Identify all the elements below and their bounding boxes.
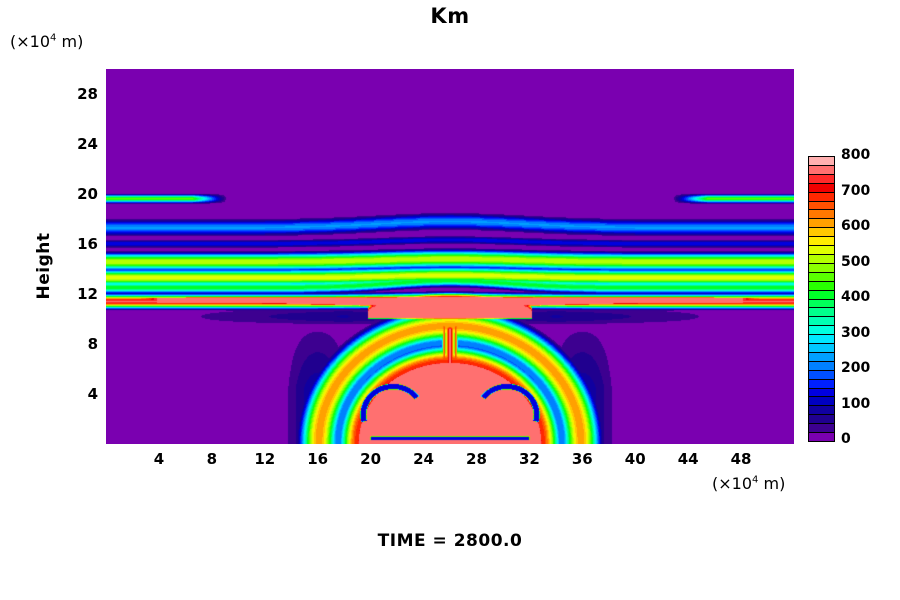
colorbar-band	[809, 254, 834, 264]
y-tick-label: 20	[77, 185, 98, 203]
colorbar-band	[809, 388, 834, 398]
y-unit-suffix: m)	[56, 32, 84, 51]
x-unit-prefix: (×10	[712, 474, 753, 493]
colorbar-band	[809, 370, 834, 380]
time-readout: TIME = 2800.0	[377, 531, 523, 551]
x-axis-unit-label: (×104 m)	[712, 474, 785, 493]
x-tick-label: 24	[413, 450, 434, 468]
x-tick-label: 16	[307, 450, 329, 468]
colorbar-band	[809, 263, 834, 273]
x-tick-label: 20	[360, 450, 382, 468]
x-tick-label: 4	[153, 450, 165, 468]
y-axis-title: Height	[34, 232, 54, 300]
y-tick-label: 8	[87, 335, 98, 353]
colorbar-tick-label: 100	[841, 395, 871, 412]
colorbar-tick-label: 800	[841, 147, 871, 163]
colorbar-band	[809, 326, 834, 336]
x-unit-exponent: 4	[752, 474, 759, 486]
y-tick-label: 28	[77, 85, 98, 103]
y-tick-label: 24	[77, 135, 98, 153]
x-tick-label: 12	[254, 450, 276, 468]
colorbar-band	[809, 335, 834, 345]
colorbar-band	[809, 433, 834, 441]
y-tick-label: 12	[77, 285, 98, 303]
colorbar-tick-label: 700	[841, 182, 871, 199]
x-tick-label: 32	[518, 450, 540, 468]
colorbar-band	[809, 299, 834, 309]
colorbar-band	[809, 281, 834, 291]
field-heatmap-canvas	[106, 69, 794, 444]
colorbar-band	[809, 192, 834, 202]
page-title: Km	[430, 4, 470, 28]
colorbar-tick-label: 300	[841, 324, 871, 341]
colorbar-band	[809, 201, 834, 211]
colorbar-band	[809, 174, 834, 184]
contour-plot-area	[106, 69, 794, 444]
x-unit-suffix: m)	[758, 474, 786, 493]
colorbar-band	[809, 379, 834, 389]
x-tick-label: 36	[571, 450, 593, 468]
y-unit-exponent: 4	[50, 32, 57, 44]
y-tick-label: 4	[87, 385, 98, 403]
colorbar	[808, 156, 835, 442]
colorbar-band	[809, 157, 834, 166]
colorbar-tick-label: 200	[841, 360, 871, 376]
colorbar-band	[809, 424, 834, 434]
y-tick-label: 16	[77, 235, 98, 253]
colorbar-band	[809, 183, 834, 193]
colorbar-band	[809, 228, 834, 238]
colorbar-band	[809, 361, 834, 371]
colorbar-band	[809, 406, 834, 416]
colorbar-tick-label: 0	[841, 431, 851, 447]
x-tick-label: 48	[730, 450, 752, 468]
x-tick-label: 28	[466, 450, 487, 468]
colorbar-band	[809, 290, 834, 300]
colorbar-band	[809, 210, 834, 220]
colorbar-band	[809, 219, 834, 229]
y-unit-prefix: (×10	[10, 32, 51, 51]
colorbar-band	[809, 344, 834, 353]
colorbar-band	[809, 352, 834, 362]
x-tick-label: 40	[624, 450, 646, 468]
colorbar-tick-label: 600	[841, 218, 871, 234]
colorbar-band	[809, 317, 834, 327]
x-tick-label: 8	[206, 450, 218, 468]
colorbar-band	[809, 237, 834, 247]
colorbar-tick-label: 500	[841, 253, 871, 270]
colorbar-tick-label: 400	[841, 289, 871, 305]
y-axis-unit-label: (×104 m)	[10, 32, 83, 51]
colorbar-band	[809, 272, 834, 282]
colorbar-band	[809, 397, 834, 407]
colorbar-band	[809, 415, 834, 425]
colorbar-band	[809, 165, 834, 175]
x-tick-label: 44	[677, 450, 699, 468]
colorbar-band	[809, 246, 834, 255]
colorbar-band	[809, 308, 834, 318]
